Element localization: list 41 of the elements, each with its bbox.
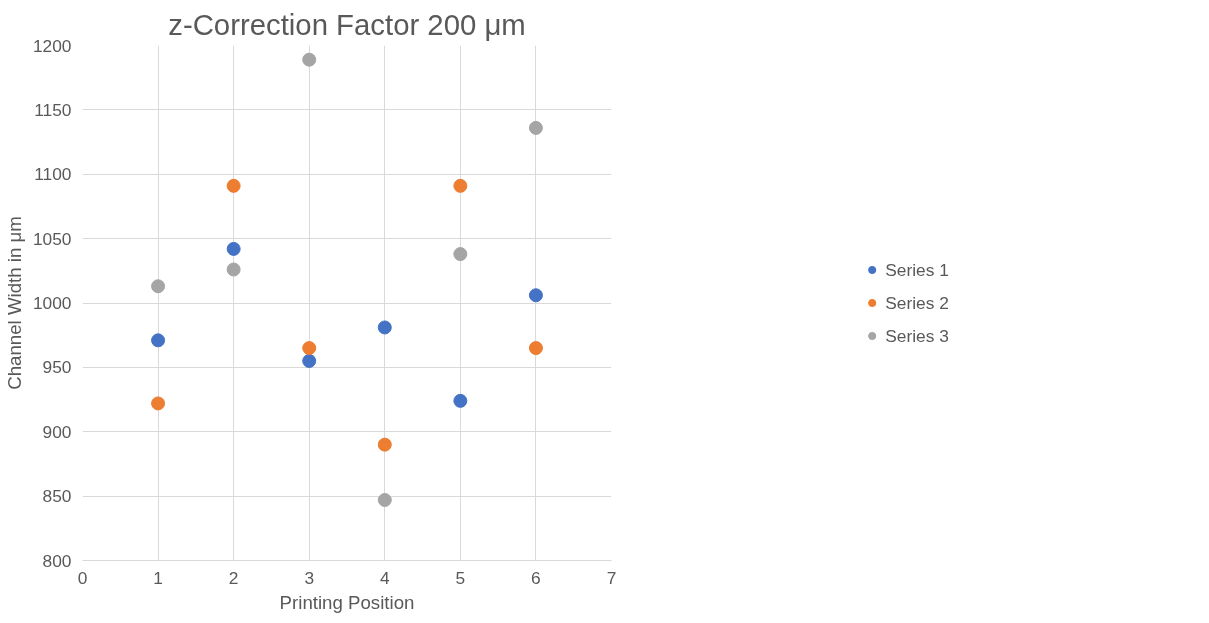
point xyxy=(151,333,166,348)
legend-label: Series 1 xyxy=(885,259,949,280)
point xyxy=(377,437,392,452)
legend-label: Series 3 xyxy=(885,325,949,346)
point xyxy=(377,493,392,507)
point xyxy=(302,52,317,67)
x-tick-label: 2 xyxy=(228,567,239,588)
x-tick-label: 6 xyxy=(531,567,541,588)
point xyxy=(151,396,166,411)
point xyxy=(377,320,392,335)
y-tick-label: 800 xyxy=(42,550,72,571)
x-tick-label: 3 xyxy=(304,567,315,588)
x-tick-label: 4 xyxy=(379,567,390,588)
point xyxy=(302,341,317,356)
y-tick-label: 1050 xyxy=(32,228,72,249)
y-tick-label: 1200 xyxy=(32,35,72,56)
point xyxy=(528,341,543,356)
x-tick-label: 7 xyxy=(606,567,617,588)
chart-title: z-Correction Factor 200 μm xyxy=(168,7,526,41)
point xyxy=(453,247,468,262)
y-tick-label: 1100 xyxy=(34,164,72,185)
point xyxy=(528,120,543,135)
point xyxy=(226,262,241,277)
point xyxy=(302,353,317,368)
x-tick-label: 5 xyxy=(455,567,466,588)
legend-label: Series 2 xyxy=(885,292,949,313)
y-tick-label: 900 xyxy=(42,421,72,442)
x-tick-label: 0 xyxy=(77,567,88,588)
y-axis-title: Channel Width in μm xyxy=(3,216,25,390)
point xyxy=(453,178,468,193)
y-tick-label: 850 xyxy=(42,486,72,507)
x-axis-title: Printing Position xyxy=(279,591,415,613)
point xyxy=(151,279,166,294)
x-tick-label: 1 xyxy=(153,567,163,588)
y-tick-label: 1150 xyxy=(34,99,72,120)
y-tick-label: 1000 xyxy=(32,293,72,313)
point xyxy=(226,178,241,193)
point xyxy=(528,288,543,303)
point xyxy=(453,393,468,408)
point xyxy=(226,241,241,256)
y-tick-label: 950 xyxy=(42,357,72,378)
